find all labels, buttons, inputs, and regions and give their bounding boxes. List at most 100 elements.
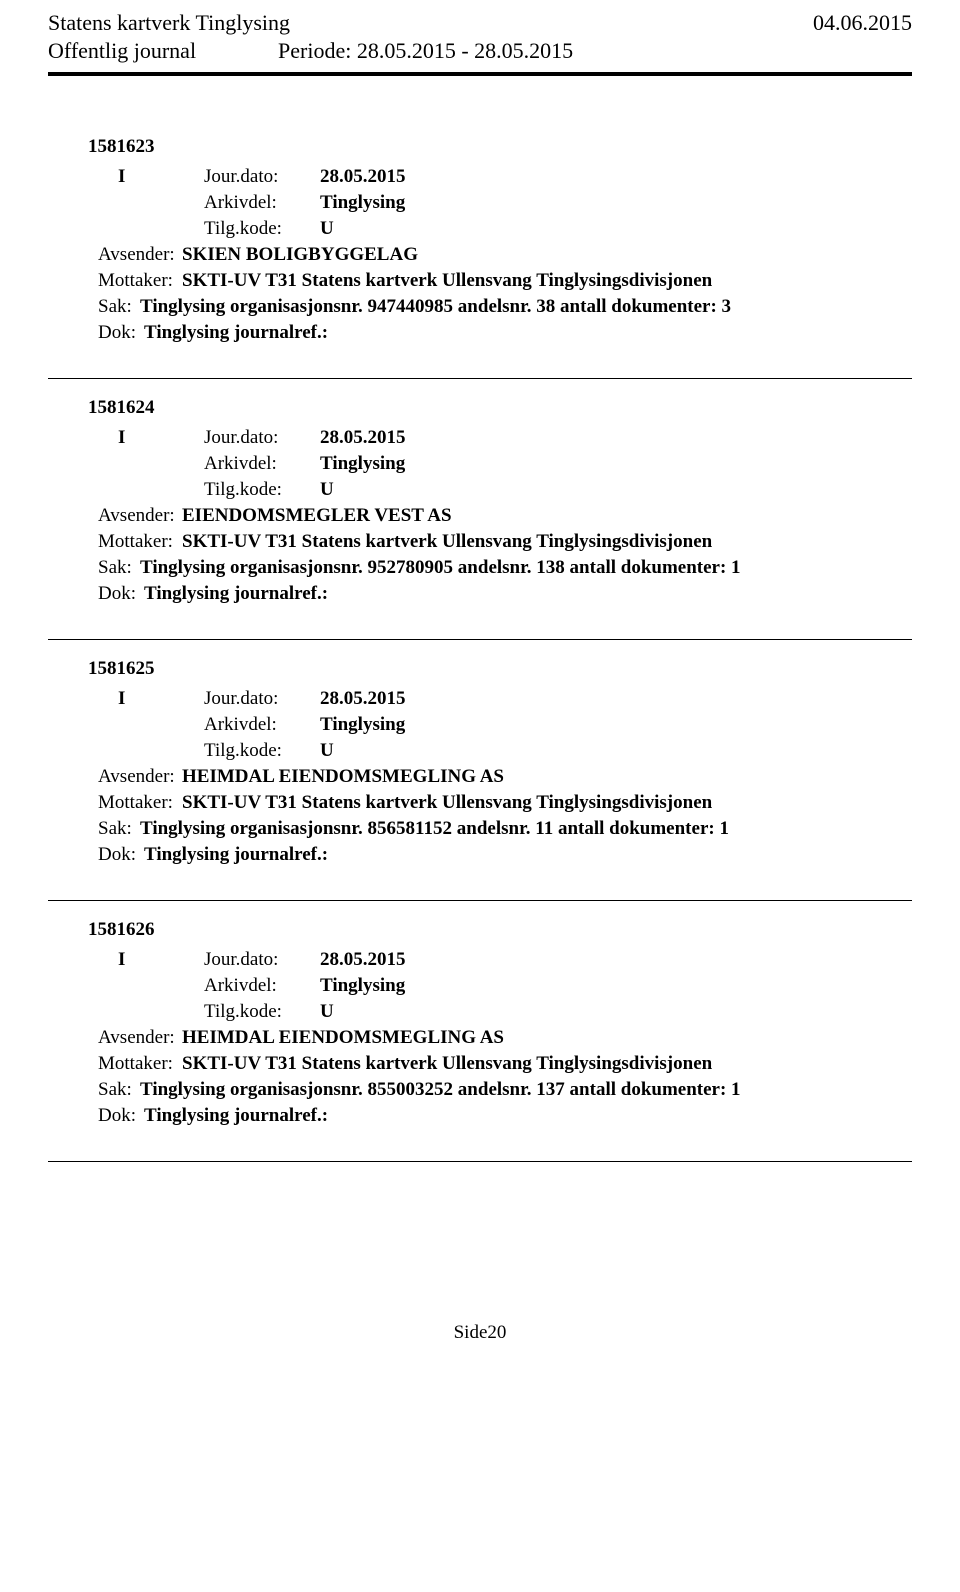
header-org: Statens kartverk Tinglysing [48, 10, 290, 36]
avsender-label: Avsender: [98, 505, 182, 527]
entry-tilgkode-row: Tilg.kode: U [118, 740, 912, 762]
entry-jourdato-row: I Jour.dato: 28.05.2015 [118, 427, 912, 449]
entry-sak-row: Sak: Tinglysing organisasjonsnr. 9527809… [98, 557, 912, 579]
entry-mottaker-row: Mottaker: SKTI-UV T31 Statens kartverk U… [98, 1053, 912, 1075]
arkivdel-value: Tinglysing [320, 192, 405, 214]
jourdato-value: 28.05.2015 [320, 166, 406, 188]
entry-avsender-row: Avsender: EIENDOMSMEGLER VEST AS [98, 505, 912, 527]
entry-type: I [118, 427, 204, 449]
tilgkode-value: U [320, 1001, 334, 1023]
mottaker-value: SKTI-UV T31 Statens kartverk Ullensvang … [182, 1053, 712, 1075]
dok-label: Dok: [98, 1105, 144, 1127]
mottaker-value: SKTI-UV T31 Statens kartverk Ullensvang … [182, 792, 712, 814]
entry-divider [48, 639, 912, 640]
journal-entry: 1581624 I Jour.dato: 28.05.2015 Arkivdel… [88, 397, 912, 605]
avsender-label: Avsender: [98, 766, 182, 788]
arkivdel-label: Arkivdel: [204, 714, 320, 736]
entry-type: I [118, 166, 204, 188]
mottaker-value: SKTI-UV T31 Statens kartverk Ullensvang … [182, 531, 712, 553]
mottaker-value: SKTI-UV T31 Statens kartverk Ullensvang … [182, 270, 712, 292]
sak-value: Tinglysing organisasjonsnr. 855003252 an… [140, 1079, 741, 1101]
avsender-label: Avsender: [98, 1027, 182, 1049]
entry-type: I [118, 688, 204, 710]
dok-label: Dok: [98, 322, 144, 344]
arkivdel-label: Arkivdel: [204, 975, 320, 997]
jourdato-label: Jour.dato: [204, 688, 320, 710]
page-footer: Side20 [48, 1322, 912, 1344]
tilgkode-label: Tilg.kode: [204, 218, 320, 240]
entry-jourdato-row: I Jour.dato: 28.05.2015 [118, 949, 912, 971]
sak-value: Tinglysing organisasjonsnr. 856581152 an… [140, 818, 729, 840]
entry-mottaker-row: Mottaker: SKTI-UV T31 Statens kartverk U… [98, 270, 912, 292]
header-row-2: Offentlig journal Periode: 28.05.2015 - … [48, 38, 912, 64]
dok-value: Tinglysing journalref.: [144, 1105, 328, 1127]
sak-label: Sak: [98, 1079, 140, 1101]
entry-dok-row: Dok: Tinglysing journalref.: [98, 322, 912, 344]
entry-avsender-row: Avsender: HEIMDAL EIENDOMSMEGLING AS [98, 1027, 912, 1049]
jourdato-value: 28.05.2015 [320, 427, 406, 449]
jourdato-label: Jour.dato: [204, 166, 320, 188]
entry-dok-row: Dok: Tinglysing journalref.: [98, 1105, 912, 1127]
avsender-value: HEIMDAL EIENDOMSMEGLING AS [182, 1027, 504, 1049]
sak-label: Sak: [98, 818, 140, 840]
entry-id: 1581623 [88, 136, 912, 158]
mottaker-label: Mottaker: [98, 531, 182, 553]
entry-arkivdel-row: Arkivdel: Tinglysing [118, 453, 912, 475]
tilgkode-value: U [320, 479, 334, 501]
dok-value: Tinglysing journalref.: [144, 583, 328, 605]
dok-label: Dok: [98, 844, 144, 866]
jourdato-label: Jour.dato: [204, 949, 320, 971]
entry-divider [48, 1161, 912, 1162]
entry-avsender-row: Avsender: SKIEN BOLIGBYGGELAG [98, 244, 912, 266]
header-date: 04.06.2015 [813, 10, 912, 36]
dok-value: Tinglysing journalref.: [144, 844, 328, 866]
entry-jourdato-row: I Jour.dato: 28.05.2015 [118, 166, 912, 188]
mottaker-label: Mottaker: [98, 792, 182, 814]
arkivdel-value: Tinglysing [320, 714, 405, 736]
entry-sak-row: Sak: Tinglysing organisasjonsnr. 8565811… [98, 818, 912, 840]
entry-arkivdel-row: Arkivdel: Tinglysing [118, 975, 912, 997]
header-period-value: 28.05.2015 - 28.05.2015 [357, 38, 573, 63]
dok-value: Tinglysing journalref.: [144, 322, 328, 344]
sak-value: Tinglysing organisasjonsnr. 947440985 an… [140, 296, 731, 318]
arkivdel-label: Arkivdel: [204, 453, 320, 475]
header-journal-label: Offentlig journal [48, 38, 278, 64]
journal-entry: 1581623 I Jour.dato: 28.05.2015 Arkivdel… [88, 136, 912, 344]
entry-mottaker-row: Mottaker: SKTI-UV T31 Statens kartverk U… [98, 531, 912, 553]
page-number: Side20 [454, 1322, 507, 1343]
entry-arkivdel-row: Arkivdel: Tinglysing [118, 714, 912, 736]
jourdato-value: 28.05.2015 [320, 949, 406, 971]
entry-id: 1581626 [88, 919, 912, 941]
entry-sak-row: Sak: Tinglysing organisasjonsnr. 8550032… [98, 1079, 912, 1101]
avsender-label: Avsender: [98, 244, 182, 266]
arkivdel-value: Tinglysing [320, 453, 405, 475]
sak-label: Sak: [98, 557, 140, 579]
entry-dok-row: Dok: Tinglysing journalref.: [98, 844, 912, 866]
entry-id: 1581624 [88, 397, 912, 419]
mottaker-label: Mottaker: [98, 270, 182, 292]
entry-mottaker-row: Mottaker: SKTI-UV T31 Statens kartverk U… [98, 792, 912, 814]
sak-label: Sak: [98, 296, 140, 318]
avsender-value: HEIMDAL EIENDOMSMEGLING AS [182, 766, 504, 788]
entry-jourdato-row: I Jour.dato: 28.05.2015 [118, 688, 912, 710]
header-period-label: Periode: [278, 38, 351, 63]
tilgkode-value: U [320, 218, 334, 240]
tilgkode-label: Tilg.kode: [204, 1001, 320, 1023]
tilgkode-value: U [320, 740, 334, 762]
header-row-1: Statens kartverk Tinglysing 04.06.2015 [48, 10, 912, 36]
entry-sak-row: Sak: Tinglysing organisasjonsnr. 9474409… [98, 296, 912, 318]
entry-divider [48, 900, 912, 901]
entry-tilgkode-row: Tilg.kode: U [118, 1001, 912, 1023]
entry-tilgkode-row: Tilg.kode: U [118, 218, 912, 240]
entry-tilgkode-row: Tilg.kode: U [118, 479, 912, 501]
jourdato-label: Jour.dato: [204, 427, 320, 449]
avsender-value: SKIEN BOLIGBYGGELAG [182, 244, 418, 266]
arkivdel-value: Tinglysing [320, 975, 405, 997]
entries-list: 1581623 I Jour.dato: 28.05.2015 Arkivdel… [48, 136, 912, 1162]
header-period: Periode: 28.05.2015 - 28.05.2015 [278, 38, 912, 64]
arkivdel-label: Arkivdel: [204, 192, 320, 214]
entry-arkivdel-row: Arkivdel: Tinglysing [118, 192, 912, 214]
tilgkode-label: Tilg.kode: [204, 740, 320, 762]
mottaker-label: Mottaker: [98, 1053, 182, 1075]
journal-entry: 1581626 I Jour.dato: 28.05.2015 Arkivdel… [88, 919, 912, 1127]
